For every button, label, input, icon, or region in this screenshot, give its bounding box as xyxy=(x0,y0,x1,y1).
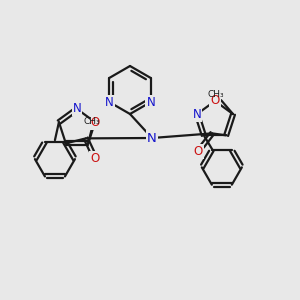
Text: CH₃: CH₃ xyxy=(84,117,101,126)
Text: CH₃: CH₃ xyxy=(208,90,224,99)
Text: N: N xyxy=(73,103,81,116)
Text: N: N xyxy=(105,95,114,109)
Text: N: N xyxy=(147,131,157,145)
Text: O: O xyxy=(194,145,203,158)
Text: O: O xyxy=(210,94,220,107)
Text: O: O xyxy=(90,116,100,129)
Text: N: N xyxy=(146,95,155,109)
Text: N: N xyxy=(193,108,201,121)
Text: O: O xyxy=(90,152,100,165)
